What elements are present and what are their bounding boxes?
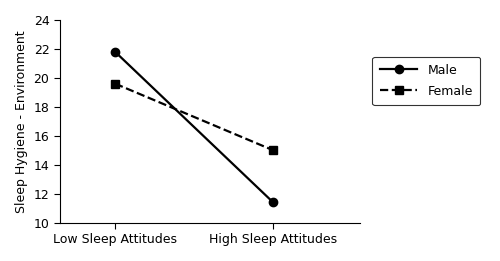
Female: [112, 82, 118, 85]
Male: [270, 201, 276, 204]
Male: [112, 50, 118, 54]
Line: Male: Male: [111, 48, 278, 206]
Legend: Male, Female: Male, Female: [372, 57, 480, 105]
Female: [270, 149, 276, 152]
Line: Female: Female: [111, 80, 278, 155]
Y-axis label: Sleep Hygiene - Environment: Sleep Hygiene - Environment: [15, 30, 28, 213]
